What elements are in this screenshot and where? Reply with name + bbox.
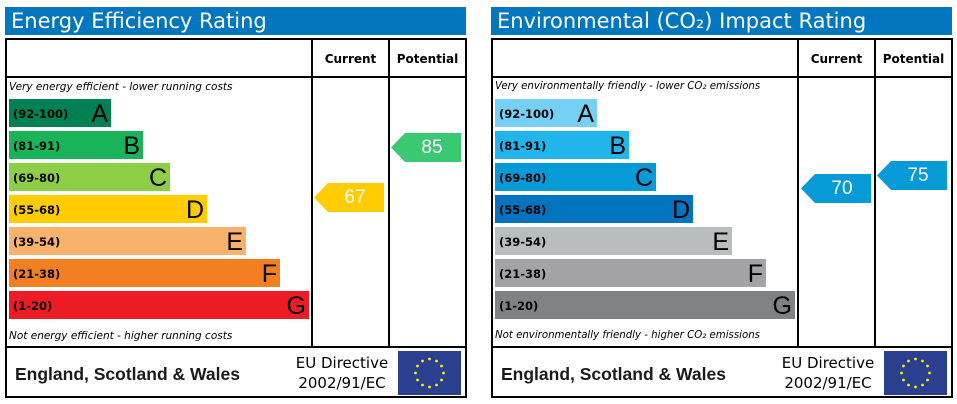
band-range: (81-91) bbox=[499, 139, 547, 153]
current-rating-value: 67 bbox=[344, 187, 366, 208]
band-range: (21-38) bbox=[499, 267, 547, 281]
band-range: (55-68) bbox=[499, 203, 547, 217]
directive-line2: 2002/91/EC bbox=[784, 374, 872, 392]
band-letter: A bbox=[91, 100, 108, 128]
footer-directive: EU Directive 2002/91/EC bbox=[287, 353, 397, 393]
current-rating-value: 70 bbox=[831, 178, 853, 199]
rating-table: Current Potential Very energy efficient … bbox=[5, 38, 467, 398]
eu-flag-icon bbox=[884, 351, 947, 395]
band-g: (1-20) G bbox=[9, 291, 309, 320]
band-letter: C bbox=[634, 164, 653, 192]
arrow-shape-icon bbox=[314, 183, 384, 212]
footer: England, Scotland & Wales EU Directive 2… bbox=[493, 348, 951, 396]
band-letter: G bbox=[772, 292, 792, 320]
directive-line1: EU Directive bbox=[781, 354, 875, 372]
directive-line2: 2002/91/EC bbox=[298, 374, 386, 392]
band-range: (69-80) bbox=[499, 171, 547, 185]
arrow-shape-icon bbox=[801, 174, 871, 203]
band-letter: F bbox=[747, 260, 763, 288]
panel-title: Environmental (CO₂) Impact Rating bbox=[491, 7, 952, 35]
header-divider bbox=[493, 76, 951, 78]
band-c: (69-80) C bbox=[9, 163, 170, 192]
band-letter: C bbox=[148, 164, 167, 192]
potential-rating-value: 85 bbox=[421, 137, 443, 158]
band-letter: G bbox=[286, 292, 306, 320]
band-d: (55-68) D bbox=[495, 195, 693, 224]
potential-rating-arrow: 75 bbox=[877, 161, 947, 190]
band-g: (1-20) G bbox=[495, 291, 795, 320]
footer-divider bbox=[493, 346, 951, 348]
column-divider bbox=[874, 40, 876, 348]
footer: England, Scotland & Wales EU Directive 2… bbox=[7, 348, 465, 396]
panel-title: Energy Efficiency Rating bbox=[5, 7, 466, 35]
band-b: (81-91) B bbox=[495, 131, 629, 160]
band-letter: D bbox=[671, 196, 690, 224]
bottom-note: Not environmentally friendly - higher CO… bbox=[495, 330, 760, 341]
column-divider bbox=[388, 40, 390, 348]
band-f: (21-38) F bbox=[495, 259, 766, 288]
footer-country: England, Scotland & Wales bbox=[15, 364, 240, 384]
column-divider bbox=[311, 40, 313, 348]
arrow-shape-icon bbox=[391, 133, 461, 162]
potential-rating-value: 75 bbox=[907, 165, 929, 186]
bottom-note: Not energy efficient - higher running co… bbox=[9, 330, 233, 342]
band-range: (1-20) bbox=[499, 299, 539, 313]
band-a: (92-100) A bbox=[9, 99, 111, 128]
top-note: Very energy efficient - lower running co… bbox=[9, 81, 233, 93]
energy-efficiency-panel: Energy Efficiency Rating Current Potenti… bbox=[5, 0, 467, 404]
column-header-current: Current bbox=[324, 52, 377, 66]
top-note: Very environmentally friendly - lower CO… bbox=[495, 81, 761, 92]
band-letter: E bbox=[712, 228, 729, 256]
footer-divider bbox=[7, 346, 465, 348]
band-range: (81-91) bbox=[13, 139, 61, 153]
band-letter: A bbox=[577, 100, 594, 128]
band-d: (55-68) D bbox=[9, 195, 207, 224]
band-letter: E bbox=[226, 228, 243, 256]
band-range: (21-38) bbox=[13, 267, 61, 281]
eu-flag-icon bbox=[398, 351, 461, 395]
rating-table: Current Potential Very environmentally f… bbox=[491, 38, 953, 398]
column-header-current: Current bbox=[810, 52, 863, 66]
column-header-potential: Potential bbox=[396, 52, 459, 66]
band-letter: B bbox=[123, 132, 140, 160]
band-letter: F bbox=[261, 260, 277, 288]
band-c: (69-80) C bbox=[495, 163, 656, 192]
band-b: (81-91) B bbox=[9, 131, 143, 160]
column-header-potential: Potential bbox=[882, 52, 945, 66]
band-range: (92-100) bbox=[499, 107, 555, 121]
environmental-impact-panel: Environmental (CO₂) Impact Rating Curren… bbox=[491, 0, 953, 404]
potential-rating-arrow: 85 bbox=[391, 133, 461, 162]
band-letter: B bbox=[609, 132, 626, 160]
band-range: (92-100) bbox=[13, 107, 69, 121]
band-range: (39-54) bbox=[499, 235, 547, 249]
band-range: (69-80) bbox=[13, 171, 61, 185]
band-range: (1-20) bbox=[13, 299, 53, 313]
band-a: (92-100) A bbox=[495, 99, 597, 128]
footer-country: England, Scotland & Wales bbox=[501, 364, 726, 384]
band-letter: D bbox=[185, 196, 204, 224]
column-divider bbox=[797, 40, 799, 348]
band-e: (39-54) E bbox=[495, 227, 732, 256]
arrow-shape-icon bbox=[877, 161, 947, 190]
directive-line1: EU Directive bbox=[295, 354, 389, 372]
current-rating-arrow: 70 bbox=[801, 174, 871, 203]
footer-directive: EU Directive 2002/91/EC bbox=[773, 353, 883, 393]
band-range: (39-54) bbox=[13, 235, 61, 249]
band-e: (39-54) E bbox=[9, 227, 246, 256]
header-divider bbox=[7, 76, 465, 78]
band-f: (21-38) F bbox=[9, 259, 280, 288]
current-rating-arrow: 67 bbox=[314, 183, 384, 212]
band-range: (55-68) bbox=[13, 203, 61, 217]
